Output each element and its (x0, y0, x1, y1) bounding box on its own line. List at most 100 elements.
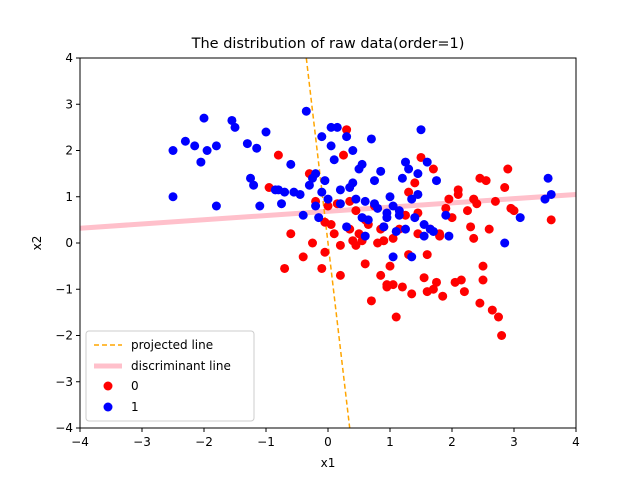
point-series-1 (230, 122, 240, 132)
point-series-0 (298, 252, 308, 262)
point-series-0 (416, 152, 426, 162)
point-series-1 (298, 210, 308, 220)
point-series-1 (540, 194, 550, 204)
point-series-0 (469, 233, 479, 243)
point-series-1 (407, 252, 417, 262)
legend-swatch-series-0 (103, 381, 113, 391)
point-series-1 (401, 157, 410, 167)
point-series-0 (326, 220, 336, 229)
point-series-0 (478, 261, 488, 271)
point-series-0 (335, 240, 345, 250)
point-series-1 (199, 113, 209, 123)
point-series-1 (280, 187, 290, 197)
point-series-1 (311, 169, 321, 179)
points-layer (168, 106, 556, 340)
point-series-0 (459, 287, 469, 297)
point-series-1 (376, 166, 386, 176)
point-series-1 (211, 201, 221, 211)
point-series-0 (438, 291, 448, 301)
y-axis-label: x2 (30, 236, 44, 251)
point-series-0 (463, 206, 472, 216)
point-series-1 (335, 185, 345, 195)
point-series-0 (391, 312, 401, 322)
point-series-1 (370, 199, 379, 209)
point-series-0 (323, 201, 333, 211)
point-series-0 (407, 289, 417, 299)
point-series-0 (320, 247, 330, 257)
point-series-1 (515, 213, 525, 223)
projected-line (305, 58, 351, 428)
x-tick-label: 1 (386, 435, 394, 449)
point-series-0 (419, 273, 429, 283)
y-tick-label: 1 (65, 190, 73, 204)
point-series-1 (332, 122, 342, 132)
point-series-0 (351, 240, 361, 250)
point-series-0 (385, 261, 395, 271)
point-series-1 (242, 139, 252, 149)
point-series-1 (351, 194, 361, 204)
x-tick-label: −4 (71, 435, 89, 449)
point-series-1 (410, 213, 420, 223)
point-series-1 (261, 127, 271, 137)
point-series-0 (503, 164, 513, 174)
legend-swatch-series-1 (103, 402, 113, 412)
point-series-0 (366, 296, 376, 306)
point-series-0 (444, 194, 454, 204)
point-series-0 (435, 231, 445, 241)
point-series-1 (419, 231, 429, 241)
legend-label-series-0: 0 (131, 379, 139, 393)
point-series-0 (382, 282, 392, 292)
point-series-0 (456, 275, 466, 285)
point-series-0 (497, 331, 507, 340)
point-series-0 (280, 263, 290, 273)
point-series-0 (404, 187, 414, 197)
legend-label-discriminant-line: discriminant line (131, 359, 231, 373)
x-tick-label: −2 (195, 435, 213, 449)
point-series-0 (428, 164, 438, 174)
point-series-1 (385, 192, 395, 202)
point-series-1 (320, 176, 330, 186)
point-series-1 (379, 222, 389, 232)
point-series-1 (304, 180, 314, 190)
point-series-1 (348, 146, 358, 155)
point-series-1 (500, 238, 510, 248)
point-series-1 (326, 141, 336, 151)
point-series-1 (168, 192, 178, 202)
point-series-1 (394, 210, 404, 220)
y-tick-label: 3 (65, 97, 73, 111)
point-series-0 (469, 194, 479, 204)
point-series-0 (273, 150, 283, 160)
y-tick-label: −1 (55, 282, 73, 296)
point-series-1 (252, 143, 262, 153)
point-series-1 (190, 141, 200, 151)
y-tick-label: −3 (55, 375, 73, 389)
point-series-1 (342, 222, 352, 232)
point-series-0 (428, 284, 438, 294)
y-axis: −4 −3 −2 −1 0 1 2 3 4 (55, 51, 80, 435)
legend-label-projected-line: projected line (131, 338, 213, 352)
point-series-1 (342, 132, 352, 142)
point-series-1 (432, 176, 441, 186)
point-series-0 (351, 206, 361, 216)
point-series-1 (326, 122, 336, 132)
point-series-1 (277, 199, 286, 209)
y-tick-label: 4 (65, 51, 73, 65)
point-series-1 (227, 115, 237, 125)
point-series-0 (308, 238, 317, 248)
point-series-1 (335, 199, 345, 209)
y-tick-label: 2 (65, 144, 73, 158)
point-series-0 (286, 229, 296, 239)
point-series-1 (382, 213, 392, 223)
point-series-1 (388, 201, 398, 211)
point-series-0 (432, 277, 441, 287)
point-series-1 (366, 134, 376, 144)
point-series-0 (546, 215, 556, 225)
point-series-1 (295, 189, 305, 199)
point-series-0 (317, 263, 327, 273)
point-series-0 (339, 150, 348, 160)
point-series-1 (444, 231, 454, 241)
point-series-1 (397, 173, 407, 183)
point-series-0 (453, 189, 463, 199)
